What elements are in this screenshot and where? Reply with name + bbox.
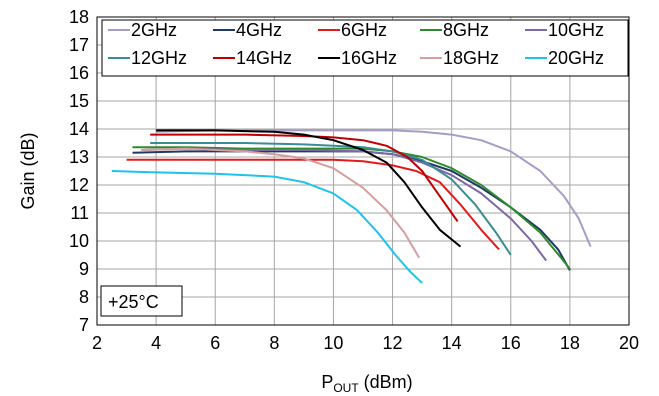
series-lines	[111, 129, 592, 284]
x-tick-label-1: 4	[151, 333, 161, 353]
x-tick-label-9: 20	[619, 333, 639, 353]
x-tick-label-3: 8	[269, 333, 279, 353]
legend-label-8GHz: 8GHz	[443, 20, 489, 40]
legend-label-2GHz: 2GHz	[131, 20, 177, 40]
legend-label-12GHz: 12GHz	[131, 48, 187, 68]
legend-label-10GHz: 10GHz	[548, 20, 604, 40]
y-tick-label-7: 14	[69, 119, 89, 139]
legend-label-18GHz: 18GHz	[443, 48, 499, 68]
x-tick-label-8: 18	[560, 333, 580, 353]
y-tick-label-0: 7	[79, 315, 89, 335]
x-tick-label-6: 14	[442, 333, 462, 353]
series-line-8GHz	[132, 146, 571, 270]
series-line-4GHz	[132, 150, 571, 271]
temperature-annotation: +25°C	[100, 285, 183, 317]
y-tick-label-11: 18	[69, 7, 89, 27]
series-line-14GHz	[150, 133, 459, 222]
x-tick-label-7: 16	[501, 333, 521, 353]
y-tick-label-1: 8	[79, 287, 89, 307]
x-tick-label-5: 12	[383, 333, 403, 353]
series-line-20GHz	[111, 170, 423, 284]
legend-label-20GHz: 20GHz	[548, 48, 604, 68]
legend-label-16GHz: 16GHz	[341, 48, 397, 68]
series-line-10GHz	[141, 147, 547, 262]
y-tick-labels: 7 8 9 10 11 12 13 14 15 16 17 18	[69, 7, 89, 335]
legend: 2GHz 4GHz 6GHz 8GHz 10GHz 12GHz 14GHz 16GHz 18GH…	[101, 19, 629, 77]
x-axis-title-unit: (dBm)	[359, 372, 413, 392]
series-line-2GHz	[156, 129, 592, 247]
x-axis-title-subscript: OUT	[333, 381, 359, 395]
y-tick-label-2: 9	[79, 259, 89, 279]
y-tick-label-5: 12	[69, 175, 89, 195]
series-line-12GHz	[150, 142, 512, 256]
x-tick-labels: 2 4 6 8 10 12 14 16 18 20	[92, 333, 639, 353]
plot-frame	[96, 16, 630, 326]
legend-label-14GHz: 14GHz	[236, 48, 292, 68]
y-axis-title: Gain (dB)	[18, 132, 38, 209]
legend-label-4GHz: 4GHz	[236, 20, 282, 40]
y-tick-label-3: 10	[69, 231, 89, 251]
legend-label-6GHz: 6GHz	[341, 20, 387, 40]
temperature-annotation-box	[100, 285, 183, 317]
y-tick-label-6: 13	[69, 147, 89, 167]
x-tick-label-2: 6	[210, 333, 220, 353]
y-tick-label-10: 17	[69, 35, 89, 55]
series-line-18GHz	[141, 147, 421, 259]
x-axis-title: POUT (dBm)	[321, 372, 412, 395]
x-tick-label-4: 10	[323, 333, 343, 353]
y-tick-label-8: 15	[69, 91, 89, 111]
temperature-annotation-text: +25°C	[108, 292, 159, 312]
series-line-16GHz	[156, 129, 462, 248]
x-tick-label-0: 2	[92, 333, 102, 353]
y-tick-label-9: 16	[69, 63, 89, 83]
series-line-6GHz	[126, 158, 500, 251]
x-axis-title-main: P	[321, 372, 333, 392]
y-tick-label-4: 11	[70, 203, 89, 223]
